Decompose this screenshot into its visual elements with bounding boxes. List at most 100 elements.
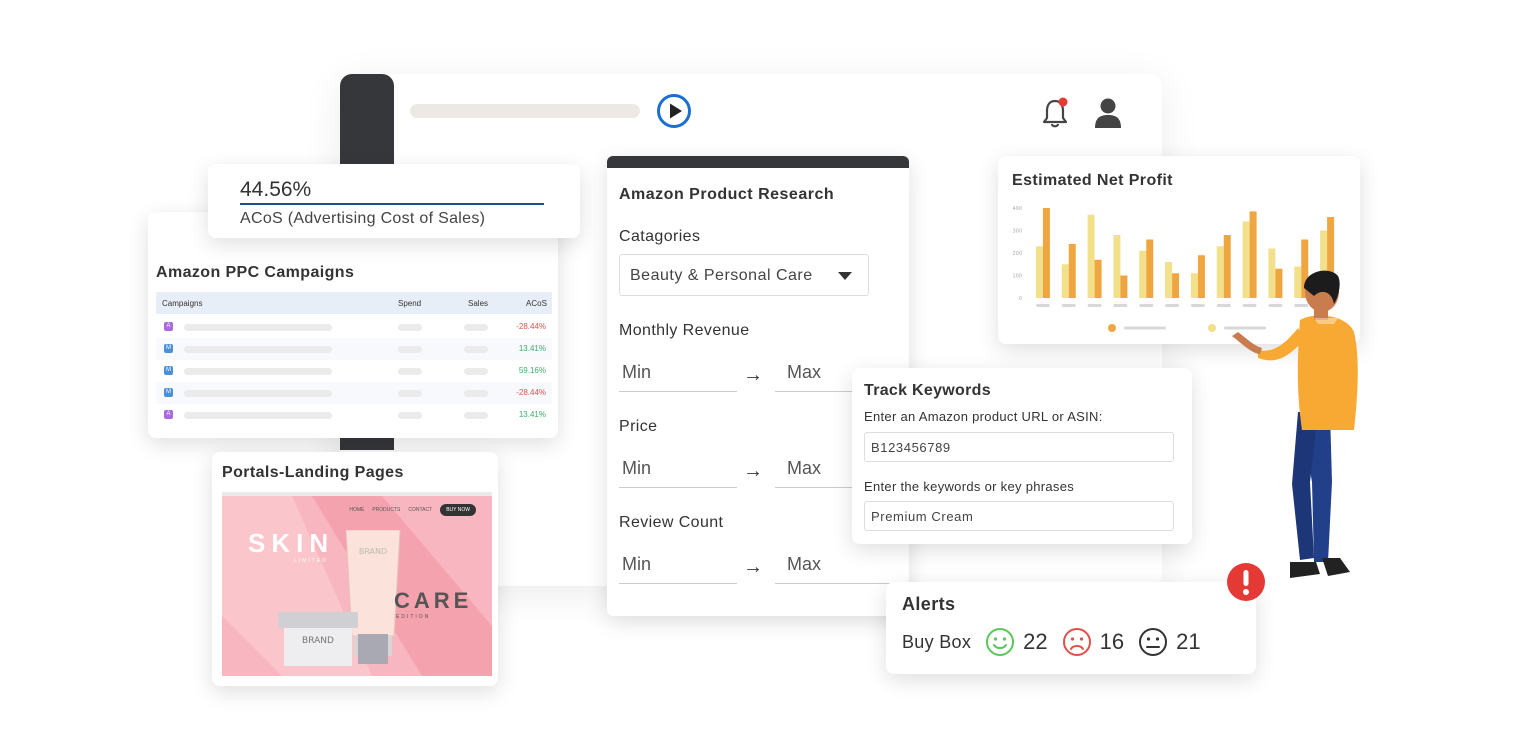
research-card-top-bar	[607, 156, 909, 168]
buy-box-alerts: Buy Box 22 16	[902, 626, 1215, 658]
acos-underline	[240, 203, 544, 205]
column-header-acos: ACoS	[526, 299, 547, 308]
chart-bar	[1327, 217, 1335, 298]
review-count-label: Review Count	[619, 514, 724, 531]
user-profile-icon[interactable]	[1092, 96, 1124, 130]
price-min-input[interactable]: Min	[619, 452, 737, 488]
acos-cell: 13.41%	[518, 410, 546, 419]
research-title: Amazon Product Research	[619, 186, 835, 203]
chart-bar	[1320, 230, 1328, 298]
price-max-input[interactable]: Max	[775, 452, 895, 488]
chart-bar	[1268, 248, 1276, 298]
acos-cell: -28.44%	[516, 322, 546, 331]
sales-placeholder	[464, 324, 488, 331]
portals-title: Portals-Landing Pages	[222, 464, 404, 481]
neutral-alert[interactable]: 21	[1138, 627, 1201, 657]
x-tick-placeholder	[1113, 304, 1128, 307]
y-tick-label: 200	[1012, 251, 1022, 257]
monthly-revenue-min-input[interactable]: Min	[619, 356, 737, 392]
keywords-input[interactable]: Premium Cream	[864, 501, 1174, 531]
preview-edition-text: EDITION	[396, 614, 431, 620]
spend-placeholder	[398, 412, 422, 419]
product-url-input[interactable]: B123456789	[864, 432, 1174, 462]
spend-placeholder	[398, 368, 422, 375]
x-tick-placeholder	[1061, 304, 1076, 307]
legend-swatch	[1208, 324, 1216, 332]
campaign-name-placeholder	[184, 412, 332, 419]
ppc-table-header: Campaigns Spend Sales ACoS	[156, 292, 552, 314]
table-row[interactable]: M 13.41%	[156, 338, 552, 360]
x-tick-placeholder	[1294, 304, 1309, 307]
chart-bar	[1197, 255, 1205, 298]
preview-top-strip	[222, 492, 492, 496]
happy-face-icon	[986, 628, 1015, 656]
x-tick-placeholder	[1216, 304, 1231, 307]
alerts-title: Alerts	[902, 594, 956, 614]
campaign-type-badge: A	[164, 322, 173, 331]
sales-placeholder	[464, 368, 488, 375]
address-bar[interactable]	[410, 104, 640, 118]
y-tick-label: 0	[1019, 296, 1022, 302]
acos-cell: 13.41%	[518, 344, 546, 353]
preview-nav-home: HOME	[349, 507, 365, 513]
range-arrow-icon: →	[743, 556, 763, 578]
spend-placeholder	[398, 346, 422, 353]
profit-title: Estimated Net Profit	[1012, 172, 1173, 189]
sad-face-icon	[1062, 628, 1091, 656]
sidebar-strip-bottom	[340, 438, 394, 450]
sad-count: 16	[1099, 629, 1125, 654]
review-count-min-input[interactable]: Min	[619, 548, 737, 584]
table-row[interactable]: M 59.16%	[156, 360, 552, 382]
sad-alert[interactable]: 16	[1062, 627, 1124, 657]
campaign-type-badge: M	[164, 344, 173, 353]
person-illustration	[1232, 270, 1358, 578]
price-range: Min → Max	[619, 452, 909, 492]
preview-buy-now-button[interactable]: BUY NOW	[440, 504, 476, 516]
review-count-max-input[interactable]: Max	[775, 548, 895, 584]
column-header-sales: Sales	[468, 299, 489, 308]
cosmetic-jar-image: BRAND	[278, 612, 388, 666]
monthly-revenue-max-input[interactable]: Max	[775, 356, 895, 392]
chart-bar	[1172, 273, 1180, 298]
chart-bar	[1216, 246, 1224, 298]
preview-care-heading: CARE	[394, 588, 473, 613]
net-profit-card: Estimated Net Profit 400 300 200 100 0	[998, 156, 1360, 344]
x-tick-placeholder	[1268, 304, 1283, 307]
table-row[interactable]: M -28.44%	[156, 382, 552, 404]
campaign-name-placeholder	[184, 346, 332, 353]
y-tick-label: 400	[1012, 206, 1022, 212]
table-row[interactable]: A 13.41%	[156, 404, 552, 426]
chart-bar	[1139, 250, 1147, 298]
acos-label: ACoS (Advertising Cost of Sales)	[240, 210, 486, 227]
legend-label-placeholder	[1124, 326, 1166, 330]
x-tick-placeholder	[1087, 304, 1102, 307]
x-tick-placeholder	[1035, 304, 1050, 307]
track-title: Track Keywords	[864, 382, 991, 399]
preview-nav-products: PRODUCTS	[372, 507, 401, 513]
chart-bar	[1294, 266, 1302, 298]
campaign-type-badge: M	[164, 388, 173, 397]
chart-bar	[1146, 239, 1154, 298]
notification-bell-icon[interactable]	[1040, 96, 1070, 130]
chevron-down-icon	[838, 272, 852, 280]
neutral-face-icon	[1139, 628, 1168, 656]
play-icon[interactable]	[656, 93, 692, 129]
alert-exclamation-icon	[1227, 563, 1265, 601]
acos-cell: 59.16%	[518, 366, 546, 375]
track-keywords-card: Track Keywords Enter an Amazon product U…	[852, 368, 1192, 544]
chart-bar	[1042, 208, 1050, 298]
spend-placeholder	[398, 390, 422, 397]
happy-alert[interactable]: 22	[985, 627, 1048, 657]
landing-page-preview[interactable]: HOME PRODUCTS CONTACT BUY NOW SKIN LIMIT…	[222, 496, 492, 676]
chart-bar	[1087, 214, 1095, 298]
acos-cell: -28.44%	[516, 388, 546, 397]
ppc-campaigns-card: Amazon PPC Campaigns Campaigns Spend Sal…	[148, 212, 558, 438]
campaign-name-placeholder	[184, 390, 332, 397]
buy-box-label: Buy Box	[902, 631, 972, 652]
category-select[interactable]: Beauty & Personal Care	[619, 254, 869, 296]
column-header-campaigns: Campaigns	[162, 299, 203, 308]
table-row[interactable]: A -28.44%	[156, 316, 552, 338]
campaign-type-badge: M	[164, 366, 173, 375]
range-arrow-icon: →	[743, 364, 763, 386]
chart-bar	[1223, 235, 1231, 298]
